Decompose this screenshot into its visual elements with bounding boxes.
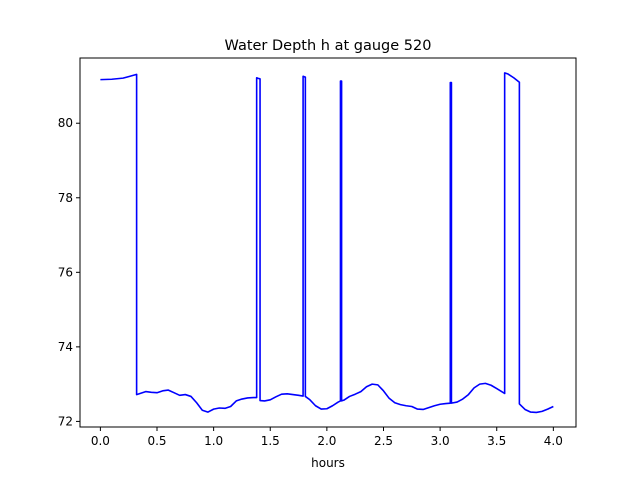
x-tick-label: 1.5 — [261, 434, 280, 448]
x-tick-label: 2.0 — [317, 434, 336, 448]
x-tick-label: 4.0 — [544, 434, 563, 448]
y-tick-label: 72 — [58, 414, 73, 428]
axes: 0.0 0.5 1.0 1.5 2.0 2.5 3.0 3.5 4.0 72 74 76 78 80 — [58, 57, 577, 448]
y-tick-label: 76 — [58, 265, 73, 279]
x-tick-label: 3.0 — [431, 434, 450, 448]
x-tick-label: 0.5 — [147, 434, 166, 448]
axes-frame — [79, 57, 577, 428]
plot-area — [100, 72, 554, 414]
x-tick-label: 3.5 — [487, 434, 506, 448]
y-tick-label: 80 — [58, 116, 73, 130]
x-tick-label: 0.0 — [91, 434, 110, 448]
x-tick-label: 1.0 — [204, 434, 223, 448]
y-tick-label: 74 — [58, 340, 73, 354]
x-tick-label: 2.5 — [374, 434, 393, 448]
chart-title: Water Depth h at gauge 520 — [225, 38, 432, 54]
series-line-0 — [100, 72, 554, 414]
x-axis-label: hours — [311, 456, 345, 470]
y-tick-label: 78 — [58, 191, 73, 205]
